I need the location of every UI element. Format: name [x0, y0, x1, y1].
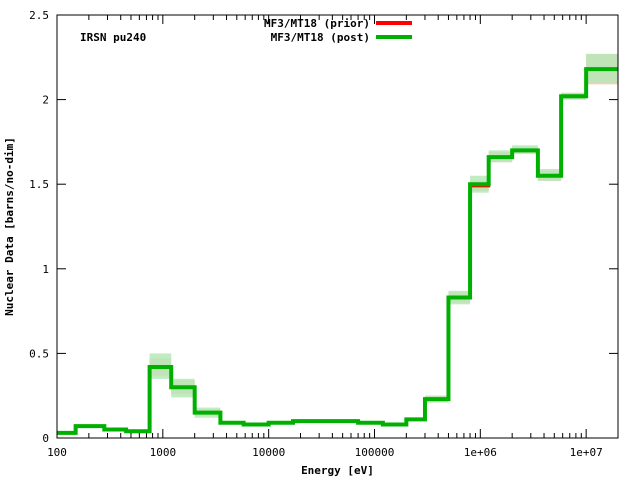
- legend-label-post: MF3/MT18 (post): [271, 31, 370, 44]
- x-tick-label-4: 1e+06: [464, 446, 497, 459]
- legend-label-prior: MF3/MT18 (prior): [264, 17, 370, 30]
- x-tick-label-5: 1e+07: [570, 446, 603, 459]
- x-tick-label-2: 10000: [252, 446, 285, 459]
- y-axis-title: Nuclear Data [barns/no-dim]: [3, 137, 16, 316]
- legend: MF3/MT18 (prior)MF3/MT18 (post): [264, 17, 412, 44]
- x-tick-label-3: 100000: [355, 446, 395, 459]
- x-axis-title: Energy [eV]: [301, 464, 374, 477]
- series-line-prior: [57, 67, 618, 435]
- y-tick-labels: 0 0.5 1 1.5 2 2.5: [29, 9, 49, 445]
- y-tick-label-0: 0: [42, 432, 49, 445]
- series-line-post: [57, 67, 618, 435]
- y-tick-label-2: 1: [42, 263, 49, 276]
- chart-annotation: IRSN pu240: [80, 31, 146, 44]
- x-tick-labels: 100 1000 10000 100000 1e+06 1e+07: [47, 446, 603, 459]
- x-tick-label-0: 100: [47, 446, 67, 459]
- axis-ticks: [56, 14, 618, 439]
- y-tick-label-1: 0.5: [29, 347, 49, 360]
- y-tick-label-3: 1.5: [29, 178, 49, 191]
- uncertainty-bands: [57, 53, 618, 435]
- x-tick-label-1: 1000: [150, 446, 177, 459]
- series-lines: [57, 67, 618, 435]
- y-tick-label-5: 2.5: [29, 9, 49, 22]
- plot-frame: [56, 14, 619, 439]
- y-tick-label-4: 2: [42, 94, 49, 107]
